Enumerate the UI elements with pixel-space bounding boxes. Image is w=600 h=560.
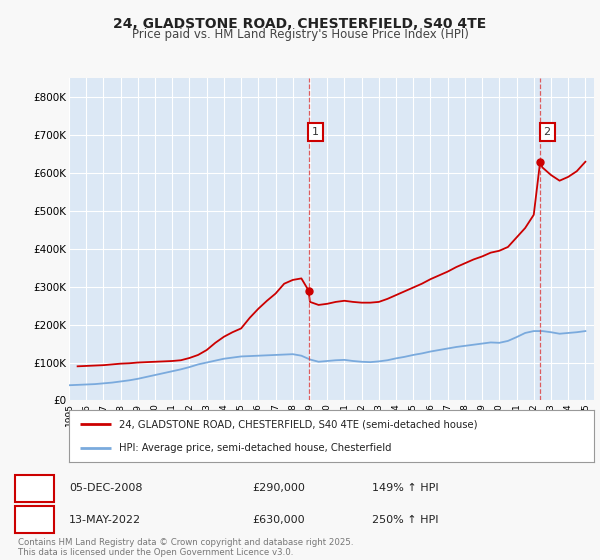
Text: £630,000: £630,000 bbox=[252, 515, 305, 525]
Text: 2: 2 bbox=[31, 513, 38, 526]
Text: HPI: Average price, semi-detached house, Chesterfield: HPI: Average price, semi-detached house,… bbox=[119, 443, 391, 453]
Text: 1: 1 bbox=[31, 482, 38, 495]
Text: 24, GLADSTONE ROAD, CHESTERFIELD, S40 4TE (semi-detached house): 24, GLADSTONE ROAD, CHESTERFIELD, S40 4T… bbox=[119, 419, 478, 430]
Text: 24, GLADSTONE ROAD, CHESTERFIELD, S40 4TE: 24, GLADSTONE ROAD, CHESTERFIELD, S40 4T… bbox=[113, 16, 487, 30]
Text: Price paid vs. HM Land Registry's House Price Index (HPI): Price paid vs. HM Land Registry's House … bbox=[131, 28, 469, 41]
Text: 1: 1 bbox=[312, 127, 319, 137]
Text: Contains HM Land Registry data © Crown copyright and database right 2025.
This d: Contains HM Land Registry data © Crown c… bbox=[18, 538, 353, 557]
Text: 149% ↑ HPI: 149% ↑ HPI bbox=[372, 483, 439, 493]
Text: 05-DEC-2008: 05-DEC-2008 bbox=[69, 483, 143, 493]
Text: 13-MAY-2022: 13-MAY-2022 bbox=[69, 515, 141, 525]
Text: £290,000: £290,000 bbox=[252, 483, 305, 493]
Text: 2: 2 bbox=[544, 127, 551, 137]
Text: 250% ↑ HPI: 250% ↑ HPI bbox=[372, 515, 439, 525]
